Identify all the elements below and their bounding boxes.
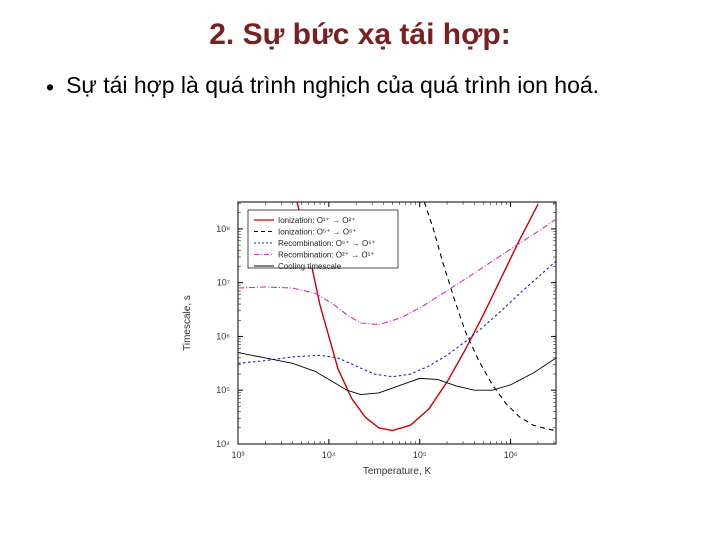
svg-text:Ionization: O¹⁺ → O²⁺: Ionization: O¹⁺ → O²⁺ — [278, 216, 355, 225]
svg-text:10⁵: 10⁵ — [216, 385, 230, 395]
svg-text:Timescale, s: Timescale, s — [182, 295, 193, 351]
page-title: 2. Sự bức xạ tái hợp: — [0, 0, 720, 52]
bullet-item: • Sự tái hợp là quá trình nghịch của quá… — [46, 70, 674, 103]
chart-svg: 10³10⁴10⁵10⁶10⁴10⁵10⁶10⁷10⁸Temperature, … — [170, 188, 570, 478]
svg-text:10⁸: 10⁸ — [216, 224, 230, 234]
svg-text:10⁴: 10⁴ — [216, 439, 230, 449]
svg-text:10⁶: 10⁶ — [216, 331, 230, 341]
svg-text:10⁷: 10⁷ — [217, 278, 230, 288]
bullet-text: Sự tái hợp là quá trình nghịch của quá t… — [66, 70, 599, 101]
bullet-marker: • — [46, 72, 54, 103]
timescale-chart: 10³10⁴10⁵10⁶10⁴10⁵10⁶10⁷10⁸Temperature, … — [170, 188, 570, 478]
svg-text:10⁴: 10⁴ — [322, 450, 336, 460]
svg-text:Cooling timescale: Cooling timescale — [278, 262, 342, 271]
svg-text:10³: 10³ — [231, 450, 244, 460]
svg-text:10⁵: 10⁵ — [413, 450, 427, 460]
svg-text:Recombination: O⁶⁺ → O⁵⁺: Recombination: O⁶⁺ → O⁵⁺ — [278, 239, 376, 248]
svg-text:Ionization: O⁵⁺ → O⁶⁺: Ionization: O⁵⁺ → O⁶⁺ — [278, 228, 357, 237]
svg-text:10⁶: 10⁶ — [504, 450, 518, 460]
svg-text:Temperature, K: Temperature, K — [363, 466, 432, 477]
bullet-list: • Sự tái hợp là quá trình nghịch của quá… — [0, 52, 720, 103]
svg-text:Recombination: O²⁺ → O¹⁺: Recombination: O²⁺ → O¹⁺ — [278, 251, 374, 260]
